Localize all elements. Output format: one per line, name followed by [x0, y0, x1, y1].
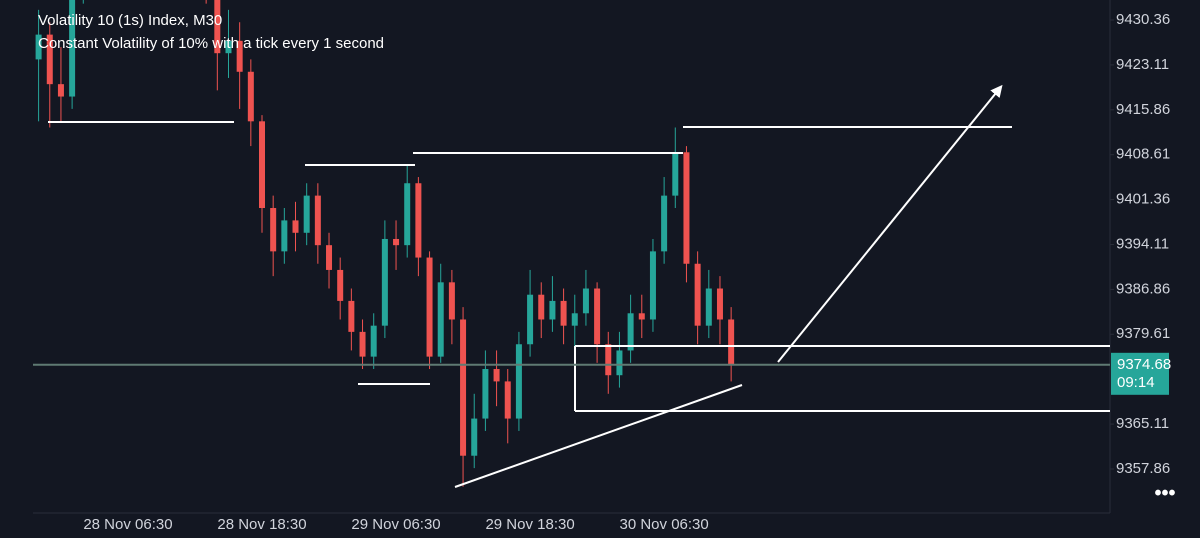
chart-title: Volatility 10 (1s) Index, M30	[38, 12, 222, 29]
candle-body	[471, 418, 478, 456]
candle-body	[314, 195, 321, 246]
y-tick-label: 9430.36	[1116, 11, 1170, 28]
candle-body	[527, 294, 534, 345]
candle-body	[370, 325, 377, 357]
y-tick-label: 9365.11	[1116, 415, 1169, 432]
candle-body	[426, 257, 433, 357]
candle-body	[337, 269, 344, 301]
y-tick-label: 9357.86	[1116, 460, 1170, 477]
candle-body	[348, 300, 355, 332]
candle-body	[705, 288, 712, 326]
y-tick-label: 9423.11	[1116, 56, 1169, 73]
y-tick-label: 9415.86	[1116, 101, 1170, 118]
last-price-label: 9374.68	[1117, 356, 1171, 373]
candle-body	[69, 0, 76, 97]
candle-body	[46, 34, 53, 85]
more-button[interactable]: •••	[1154, 482, 1175, 504]
x-tick-label: 30 Nov 06:30	[620, 516, 709, 533]
candle-body	[247, 71, 254, 122]
trend-line	[454, 384, 743, 488]
candle-body	[605, 344, 612, 376]
candle-body	[504, 381, 511, 419]
candle-body	[649, 251, 656, 320]
candle-body	[694, 263, 701, 326]
x-tick-label: 29 Nov 18:30	[485, 516, 574, 533]
candle-body	[549, 300, 556, 320]
candle-body	[728, 319, 735, 365]
candle-body	[292, 220, 299, 233]
candles	[35, 0, 735, 487]
x-tick-label: 29 Nov 06:30	[351, 516, 440, 533]
candle-body	[270, 208, 277, 252]
candle-body	[404, 183, 411, 246]
candle-body	[57, 84, 64, 97]
candle-body	[381, 238, 388, 326]
x-tick-label: 28 Nov 18:30	[217, 516, 306, 533]
candle-body	[672, 152, 679, 196]
candle-body	[482, 369, 489, 419]
candle-body	[448, 282, 455, 320]
candle-body	[460, 319, 467, 456]
candle-body	[393, 238, 400, 246]
candle-body	[515, 344, 522, 419]
y-tick-label: 9386.86	[1116, 280, 1170, 297]
candle-body	[638, 313, 645, 320]
candle-body	[326, 245, 333, 270]
candle-body	[225, 40, 232, 54]
candle-body	[259, 121, 265, 209]
candle-body	[214, 0, 221, 54]
candle-body	[571, 313, 578, 326]
candle-body	[560, 300, 567, 326]
candle-body	[281, 220, 288, 252]
candle-body	[627, 313, 634, 351]
candle-body	[236, 40, 243, 72]
candle-body	[493, 369, 500, 382]
candle-body	[683, 152, 690, 264]
y-tick-label: 9408.61	[1116, 146, 1170, 163]
chart-subtitle: Constant Volatility of 10% with a tick e…	[38, 35, 384, 52]
y-tick-label: 9394.11	[1116, 235, 1169, 252]
drawings	[48, 84, 1110, 488]
candle-body	[35, 34, 42, 60]
candle-body	[716, 288, 723, 320]
candle-body	[437, 282, 444, 357]
candle-body	[538, 294, 545, 320]
candle-body	[582, 288, 589, 314]
candle-body	[303, 195, 310, 233]
arrow	[777, 84, 1003, 363]
candle-body	[616, 350, 623, 376]
candle-body	[594, 288, 601, 345]
countdown-label: 09:14	[1117, 374, 1155, 391]
x-tick-label: 28 Nov 06:30	[83, 516, 172, 533]
y-tick-label: 9379.61	[1116, 325, 1170, 342]
candle-body	[415, 183, 422, 258]
last-price-box	[1111, 352, 1169, 395]
candle-body	[359, 331, 366, 357]
y-tick-label: 9401.36	[1116, 191, 1170, 208]
candle-body	[661, 195, 668, 252]
